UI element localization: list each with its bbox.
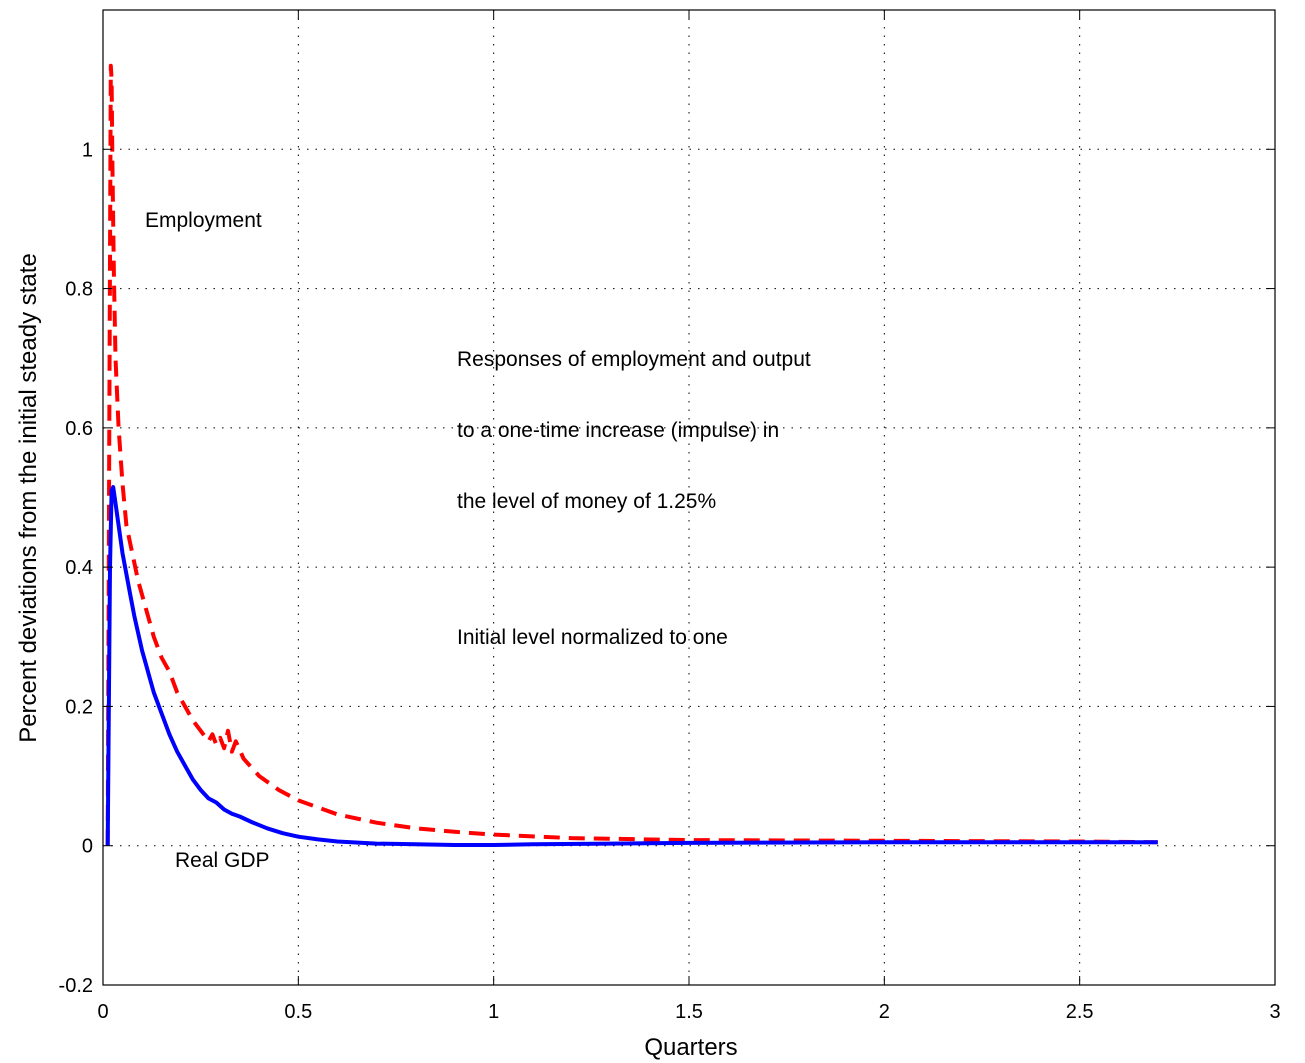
y-tick-label: 0.2 [65,696,93,718]
series-layer [105,63,1158,847]
x-axis-label: Quarters [644,1034,737,1061]
annotation-real-gdp: Real GDP [175,849,270,872]
tick-layer: 0 0.5 1 1.5 2 2.5 3-0.200.20.40.60.81 [59,10,1281,1023]
x-tick-label: 1 [488,1001,499,1023]
x-tick-label: 2.5 [1066,1001,1094,1023]
x-tick-label: 0.5 [284,1001,312,1023]
y-tick-label: 0 [82,836,93,858]
series-line-real-gdp [105,485,1158,847]
x-tick-label: 0 [97,1001,108,1023]
y-tick-label: 0.4 [65,557,93,579]
annotation-note-line-2: to a one-time increase (impulse) in [457,419,779,442]
x-tick-label: 1.5 [675,1001,703,1023]
grid-lines [103,10,1275,985]
y-tick-label: 0.6 [65,418,93,440]
x-tick-label: 2 [879,1001,890,1023]
y-tick-label: 1 [82,139,93,161]
annotation-note-line-1: Responses of employment and output [457,348,811,371]
x-tick-label: 3 [1269,1001,1280,1023]
annotation-note-line-3: the level of money of 1.25% [457,490,716,513]
annotation-note-line-4: Initial level normalized to one [457,626,728,649]
y-axis-label: Percent deviations from the initial stea… [15,253,42,743]
annotation-employment: Employment [145,209,262,232]
series-line-employment [105,63,1158,846]
y-tick-label: -0.2 [59,975,93,997]
y-tick-label: 0.8 [65,279,93,301]
